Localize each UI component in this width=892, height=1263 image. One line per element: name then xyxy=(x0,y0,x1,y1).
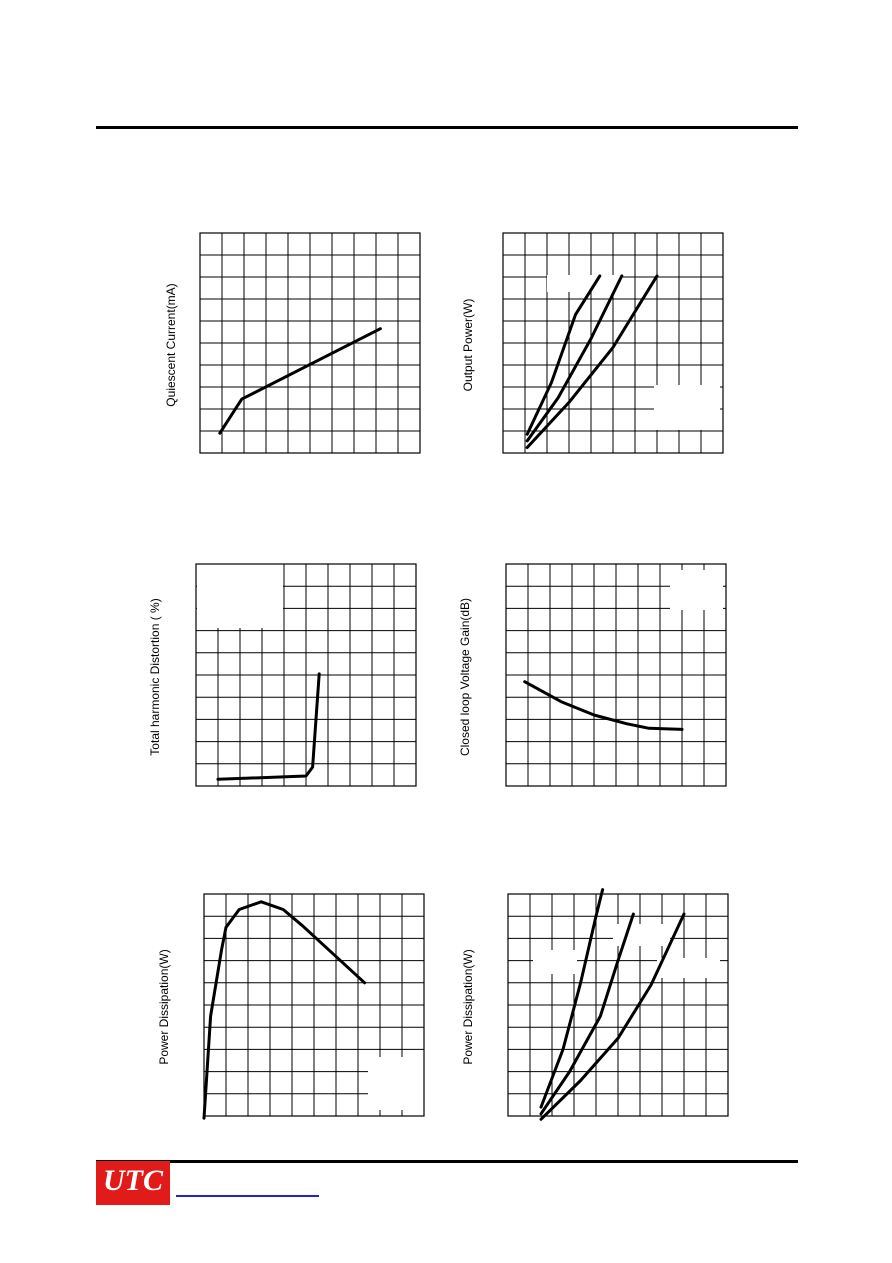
plot-frame xyxy=(507,893,729,1117)
series-line-2 xyxy=(539,912,635,1116)
utc-logo-text: UTC xyxy=(103,1164,163,1197)
series-line-1 xyxy=(523,680,684,731)
blank-legend-area xyxy=(197,562,283,628)
y-axis-label: Power Dissipation(W) xyxy=(461,949,475,1064)
top-rule xyxy=(96,126,798,129)
blank-legend-area xyxy=(613,924,670,946)
chart-power-dissipation-2: Power Dissipation(W) xyxy=(455,882,740,1127)
chart-voltage-gain-svg: Closed loop Voltage Gain(dB) xyxy=(458,563,727,787)
chart-voltage-gain: Closed loop Voltage Gain(dB) xyxy=(455,552,735,797)
series-line-1 xyxy=(218,327,382,435)
blank-legend-area xyxy=(170,220,192,242)
y-axis-label: Power Dissipation(W) xyxy=(157,949,171,1064)
chart-thd: Total harmonic Distortion ( %) xyxy=(145,552,425,797)
y-axis-label: Total harmonic Distortion ( %) xyxy=(148,598,162,755)
y-axis-label: Closed loop Voltage Gain(dB) xyxy=(458,598,472,756)
blank-legend-area xyxy=(657,958,720,978)
bottom-rule xyxy=(96,1160,798,1163)
y-axis-label: Quiescent Current(mA) xyxy=(164,283,178,406)
plot-frame xyxy=(199,232,421,454)
utc-logo: UTC xyxy=(96,1161,170,1205)
plot-frame xyxy=(502,232,724,454)
chart-quiescent-current: Quiescent Current(mA) xyxy=(150,220,430,465)
chart-output-power-svg: Output Power(W) xyxy=(461,232,724,454)
chart-thd-svg: Total harmonic Distortion ( %) xyxy=(148,562,417,787)
series-line-2 xyxy=(525,274,624,443)
chart-quiescent-current-svg: Quiescent Current(mA) xyxy=(164,220,421,454)
series-line-1 xyxy=(525,274,602,436)
chart-power-dissipation-2-svg: Power Dissipation(W) xyxy=(461,888,729,1121)
series-line-1 xyxy=(539,888,605,1109)
chart-power-dissipation-1: Power Dissipation(W) xyxy=(150,882,435,1127)
series-line-3 xyxy=(525,274,659,449)
chart-power-dissipation-1-svg: Power Dissipation(W) xyxy=(157,893,426,1120)
blank-legend-area xyxy=(533,950,577,974)
chart-output-power: Output Power(W) xyxy=(452,220,732,465)
website-link-underline[interactable] xyxy=(176,1195,319,1197)
plot-frame xyxy=(195,563,417,787)
series-line-1 xyxy=(202,900,367,1120)
plot-frame xyxy=(505,563,727,787)
plot-frame xyxy=(203,893,425,1117)
y-axis-label: Output Power(W) xyxy=(461,299,475,392)
blank-legend-area xyxy=(670,570,723,610)
blank-legend-area xyxy=(654,385,720,430)
blank-legend-area xyxy=(368,1057,426,1110)
series-line-1 xyxy=(216,672,321,781)
series-line-3 xyxy=(539,912,686,1121)
blank-legend-area xyxy=(547,275,622,292)
